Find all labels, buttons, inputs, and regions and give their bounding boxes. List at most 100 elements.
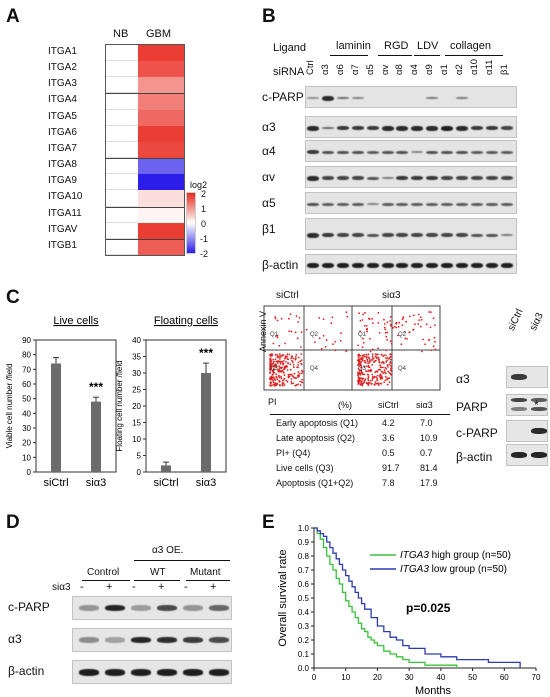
flow-dot — [368, 317, 370, 320]
y-axis-label: Overall survival rate — [277, 549, 289, 646]
flow-dot — [368, 359, 371, 361]
flow-dot — [361, 380, 363, 383]
bar — [51, 363, 61, 472]
bar — [161, 465, 171, 472]
flow-dot — [434, 324, 436, 327]
blot-band — [157, 637, 177, 643]
wb-c-row — [506, 420, 548, 442]
flow-dot — [286, 353, 289, 356]
blot-b-row-5 — [305, 218, 517, 250]
flow-dot — [275, 373, 278, 376]
flow-dot — [397, 326, 400, 328]
si-label: siα3 — [52, 582, 71, 593]
flow-dot — [325, 339, 328, 342]
flow-dot — [388, 357, 390, 360]
flow-dot — [289, 363, 292, 366]
flow-dot — [357, 372, 360, 375]
flow-dot — [269, 368, 272, 371]
quadrant-label: Q3 — [358, 366, 367, 372]
flow-dot — [278, 353, 281, 355]
flow-dot — [299, 360, 302, 363]
flow-dot — [371, 348, 374, 351]
flow-dot — [332, 343, 334, 345]
flow-dot — [367, 362, 370, 365]
flow-dot — [292, 382, 295, 385]
flow-dot — [272, 373, 275, 375]
blot-band — [426, 202, 439, 206]
flow-dot — [345, 311, 348, 314]
wb-c-lane-sictrl: siCtrl — [506, 307, 526, 333]
table-cell: 0.7 — [420, 448, 433, 458]
flow-dot — [390, 325, 392, 327]
oe-underline — [134, 560, 230, 561]
flow-dot — [378, 332, 381, 334]
sirna-label: siRNA — [273, 66, 305, 78]
table-row: Late apoptosis (Q2) 3.6 10.9 — [270, 433, 450, 447]
flow-dot — [340, 332, 342, 335]
blot-band — [411, 233, 424, 237]
flow-dot — [282, 379, 285, 381]
blot-band — [456, 176, 468, 180]
flow-dot — [357, 359, 359, 362]
flow-dot — [365, 325, 368, 327]
flow-dot — [425, 323, 428, 326]
quadrant-label: Q1 — [270, 332, 279, 338]
flow-dot — [382, 372, 385, 375]
flow-dot — [280, 367, 283, 370]
flow-dot — [305, 328, 308, 331]
sirna-lane-label: α10 — [468, 58, 480, 75]
flow-dot — [386, 356, 389, 359]
legend-text: high group (n=50) — [429, 550, 511, 561]
flow-dot — [358, 312, 360, 315]
flow-dot — [376, 377, 379, 380]
blot-band — [470, 262, 483, 268]
flow-dot — [294, 356, 297, 358]
flow-dot — [277, 369, 279, 372]
flow-dot — [424, 343, 426, 346]
flow-dot — [334, 349, 337, 352]
flow-dot — [301, 372, 303, 375]
blot-band — [381, 262, 394, 268]
blot-band — [531, 407, 547, 411]
sirna-lane-labels: Ctrl α3 α6 α7 α5 αv α8 α4 α9 α1 α2 α10 α11 β1 — [305, 59, 517, 83]
flow-dot — [367, 377, 369, 380]
si-sign: - — [184, 581, 188, 593]
blot-band — [366, 176, 379, 180]
bar-chart-title: Live cells — [53, 315, 99, 327]
heatmap-cell-nb — [106, 93, 138, 110]
blot-band — [396, 176, 409, 180]
heatmap-legend-title: log2 — [190, 180, 208, 190]
y-tick-label: 0 — [137, 468, 142, 477]
heatmap-cell-gbm — [138, 109, 184, 126]
bar — [91, 401, 101, 472]
flow-dot — [382, 366, 384, 369]
y-tick-label: 50 — [22, 395, 31, 404]
quadrant-label: Q2 — [310, 332, 319, 338]
si-sign: - — [80, 581, 84, 593]
table-cell: Apoptosis (Q1+Q2) — [276, 478, 354, 488]
flow-dot — [365, 356, 368, 359]
flow-dot — [290, 380, 293, 383]
flow-dot — [390, 364, 392, 367]
blot-band — [511, 374, 527, 380]
blot-band — [321, 176, 334, 180]
flow-dot — [366, 328, 368, 331]
flow-dot — [369, 350, 372, 353]
blot-band — [366, 150, 379, 154]
flow-dot — [358, 369, 361, 372]
western-blot-d: c-PARP α3 β-actin — [8, 596, 233, 692]
flow-dot — [276, 319, 279, 322]
sirna-lane-label: α5 — [364, 64, 376, 75]
flow-dot — [369, 337, 371, 340]
flow-dot — [362, 355, 365, 357]
flow-dot — [383, 381, 386, 384]
flow-dot — [377, 311, 380, 314]
flow-dot — [294, 331, 297, 334]
flow-dot — [282, 382, 285, 385]
flow-dot — [269, 358, 271, 361]
flow-dot — [293, 377, 296, 379]
flow-dot — [380, 361, 383, 364]
flow-dot — [420, 318, 423, 321]
flow-dot — [359, 377, 361, 380]
flow-dot — [288, 317, 290, 320]
